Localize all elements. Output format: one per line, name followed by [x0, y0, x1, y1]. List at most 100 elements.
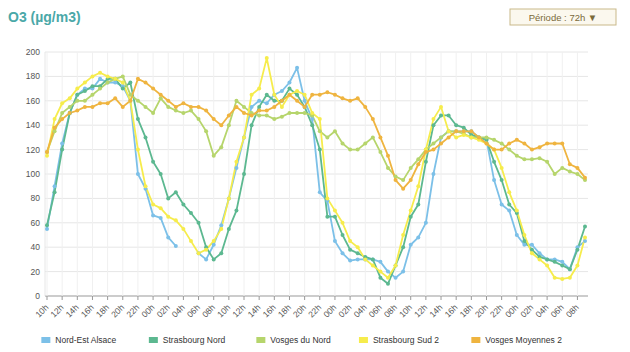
x-grid-line: [501, 52, 502, 296]
series-point: [113, 77, 117, 81]
series-point: [447, 113, 451, 117]
series-point: [424, 160, 428, 164]
x-grid-line: [228, 52, 229, 296]
series-point: [75, 93, 79, 97]
series-point: [507, 148, 511, 152]
series-point: [575, 172, 579, 176]
series-point: [265, 113, 269, 117]
series-point: [136, 117, 140, 121]
series-point: [386, 276, 390, 280]
series-point: [560, 264, 564, 268]
series-point: [174, 244, 178, 248]
series-point: [265, 93, 269, 97]
series-point: [318, 190, 322, 194]
series-point: [113, 96, 117, 100]
series-point: [560, 166, 564, 170]
series-point: [545, 160, 549, 164]
series-point: [227, 196, 231, 200]
legend-swatch: [41, 337, 50, 343]
series-point: [174, 190, 178, 194]
series-point: [325, 90, 329, 94]
legend-label: Vosges Moyennes 2: [485, 335, 562, 345]
series-point: [212, 154, 216, 158]
series-point: [144, 184, 148, 188]
series-point: [515, 154, 519, 158]
x-grid-line: [395, 52, 396, 296]
series-point: [454, 129, 458, 133]
series-point: [500, 148, 504, 152]
chart: O3 (µg/m3)Période : 72h ▼020406080100120…: [0, 0, 630, 352]
series-point: [45, 150, 49, 154]
series-point: [60, 111, 64, 115]
period-selector-box: [510, 9, 616, 25]
series-point: [219, 123, 223, 127]
series-point: [492, 138, 496, 142]
legend-swatch: [471, 337, 480, 343]
series-point: [144, 105, 148, 109]
grid-line: [45, 76, 588, 77]
x-tick: [168, 296, 169, 300]
series-point: [325, 215, 329, 219]
series-point: [507, 190, 511, 194]
series-point: [53, 126, 57, 130]
series-point: [106, 81, 110, 85]
series-point: [378, 135, 382, 139]
series-point: [189, 105, 193, 109]
series-point: [227, 123, 231, 127]
series-point: [341, 142, 345, 146]
series-point: [409, 178, 413, 182]
series-point: [151, 203, 155, 207]
series-point: [98, 87, 102, 91]
series-point: [333, 129, 337, 133]
series-point: [341, 96, 345, 100]
series-point: [492, 178, 496, 182]
series-point: [121, 105, 125, 109]
x-tick: [62, 296, 63, 300]
series-point: [462, 133, 466, 137]
x-tick-label: 20h: [473, 302, 490, 319]
series-point: [45, 223, 49, 227]
series-point: [60, 101, 64, 105]
series-point: [378, 276, 382, 280]
x-tick-label: 02h: [518, 302, 535, 319]
series-line: [47, 79, 585, 284]
series-point: [325, 196, 329, 200]
series-point: [560, 277, 564, 281]
series-point: [68, 111, 72, 115]
x-grid-line: [486, 52, 487, 296]
series-point: [197, 251, 201, 255]
x-tick: [456, 296, 457, 300]
x-tick: [137, 296, 138, 300]
x-tick: [122, 296, 123, 300]
series-point: [363, 105, 367, 109]
x-grid-line: [198, 52, 199, 296]
series-point: [333, 93, 337, 97]
series-point: [522, 243, 526, 247]
x-tick: [304, 296, 305, 300]
series-point: [416, 184, 420, 188]
series-point: [166, 235, 170, 239]
x-tick-label: 16h: [442, 302, 459, 319]
series-point: [515, 233, 519, 237]
x-tick-label: 02h: [336, 302, 353, 319]
grid-line: [45, 52, 588, 53]
series-point: [447, 129, 451, 133]
series-point: [394, 264, 398, 268]
series-point: [113, 77, 117, 81]
series-point: [401, 178, 405, 182]
series-point: [401, 245, 405, 249]
grid-line: [45, 271, 588, 272]
series-point: [568, 162, 572, 166]
x-tick-label: 14h: [64, 302, 81, 319]
series-line: [47, 58, 585, 279]
series-point: [113, 77, 117, 81]
series-point: [83, 89, 87, 93]
series-point: [181, 111, 185, 115]
title: O3 (µg/m3): [8, 9, 81, 25]
series-point: [144, 135, 148, 139]
period-selector[interactable]: Période : 72h ▼: [529, 12, 598, 23]
series-point: [68, 111, 72, 115]
series-point: [212, 117, 216, 121]
series-point: [227, 196, 231, 200]
series-point: [500, 203, 504, 207]
